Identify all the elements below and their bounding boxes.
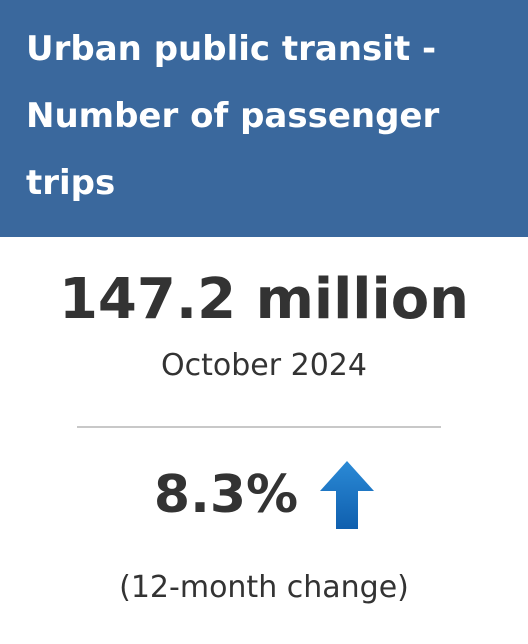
stat-change: 8.3% <box>153 465 299 525</box>
change-row: 8.3% <box>0 455 528 535</box>
up-arrow <box>320 461 375 529</box>
title: Urban public transit - Number of passeng… <box>26 29 440 203</box>
stat-value: 147.2 million <box>58 267 470 332</box>
stat-period: October 2024 <box>161 348 367 383</box>
header: Urban public transit - Number of passeng… <box>0 0 528 237</box>
divider <box>77 426 441 428</box>
change-note: (12-month change) <box>119 570 409 605</box>
